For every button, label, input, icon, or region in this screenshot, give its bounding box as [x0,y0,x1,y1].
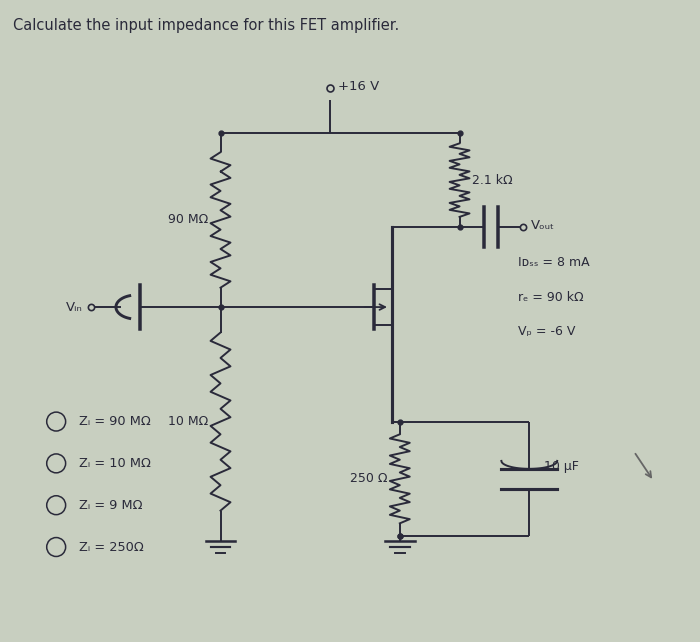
Text: 2.1 kΩ: 2.1 kΩ [472,173,512,187]
Text: rₑ = 90 kΩ: rₑ = 90 kΩ [518,291,584,304]
Text: 10 MΩ: 10 MΩ [168,415,209,428]
Text: 90 MΩ: 90 MΩ [168,213,209,227]
Text: Calculate the input impedance for this FET amplifier.: Calculate the input impedance for this F… [13,19,400,33]
Text: Zᵢ = 10 MΩ: Zᵢ = 10 MΩ [79,457,151,470]
Text: Vₚ = -6 V: Vₚ = -6 V [518,325,575,338]
Text: Vₒᵤₜ: Vₒᵤₜ [531,219,555,232]
Text: Zᵢ = 9 MΩ: Zᵢ = 9 MΩ [79,499,143,512]
Text: 10 μF: 10 μF [544,460,579,473]
Text: Zᵢ = 90 MΩ: Zᵢ = 90 MΩ [79,415,150,428]
Text: +16 V: +16 V [338,80,379,92]
Text: Zᵢ = 250Ω: Zᵢ = 250Ω [79,541,144,553]
Text: Vᵢₙ: Vᵢₙ [66,300,83,313]
Text: Iᴅₛₛ = 8 mA: Iᴅₛₛ = 8 mA [518,256,590,269]
Text: 250 Ω: 250 Ω [350,473,388,485]
